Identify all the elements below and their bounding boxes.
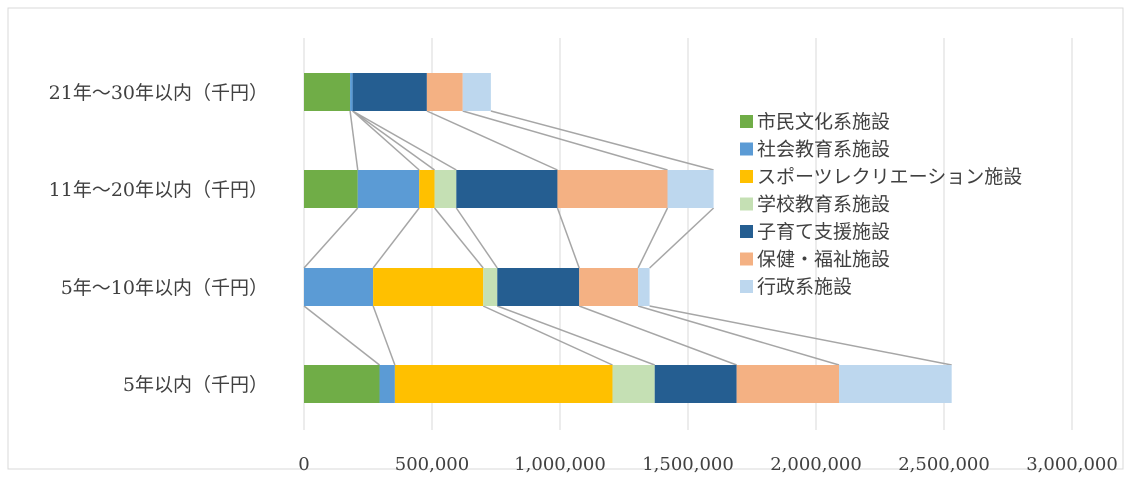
- series-line-3-3: [482, 305, 613, 366]
- legend-label-4: 学校教育系施設: [757, 194, 890, 216]
- series-line-6-3: [637, 305, 840, 366]
- bar-segment-6-row-3: [579, 268, 639, 306]
- x-tick-label: 2,000,000: [770, 454, 862, 475]
- bar-segment-2-row-1: [350, 73, 353, 111]
- legend-swatch-7: [740, 280, 753, 293]
- series-line-4-3: [497, 305, 655, 366]
- legend: 市民文化系施設社会教育系施設スポーツレクリエーション施設学校教育系施設子育て支援…: [740, 111, 1022, 298]
- series-line-5-3: [578, 305, 737, 366]
- legend-label-6: 保健・福祉施設: [757, 249, 890, 271]
- series-line-1-2: [303, 207, 359, 269]
- bar-segment-1-row-2: [304, 170, 358, 208]
- series-line-7-3: [649, 305, 952, 366]
- bar-segment-7-row-3: [638, 268, 650, 306]
- series-line-6-1: [462, 110, 668, 171]
- bar-segment-3-row-2: [419, 170, 435, 208]
- series-line-7-1: [490, 110, 714, 171]
- bar-segment-2-row-4: [379, 365, 395, 403]
- bar-segment-1-row-1: [304, 73, 351, 111]
- x-tick-labels: 0 500,000 1,000,000 1,500,000 2,000,000 2,500…: [298, 454, 1118, 475]
- category-label: 5年以内（千円）: [123, 374, 268, 396]
- legend-swatch-5: [740, 225, 753, 238]
- bar-segment-7-row-2: [667, 170, 714, 208]
- series-line-3-2: [433, 207, 484, 269]
- x-tick-label: 1,500,000: [642, 454, 734, 475]
- series-line-2-1: [352, 110, 420, 171]
- series-line-5-1: [426, 110, 558, 171]
- series-line-4-1: [352, 110, 457, 171]
- x-tick-label: 1,000,000: [514, 454, 606, 475]
- series-line-5-2: [556, 207, 580, 269]
- bar-segment-4-row-2: [434, 170, 457, 208]
- bar-segment-5-row-2: [456, 170, 558, 208]
- x-tick-label: 3,000,000: [1026, 454, 1118, 475]
- x-tick-label: 2,500,000: [898, 454, 990, 475]
- series-line-7-2: [649, 207, 715, 269]
- category-label: 5年～10年以内（千円）: [61, 277, 268, 299]
- bar-segment-2-row-3: [304, 268, 374, 306]
- series-lines: [303, 110, 952, 366]
- legend-swatch-2: [740, 142, 753, 156]
- category-labels: 21年～30年以内（千円） 11年～20年以内（千円） 5年～10年以内（千円） 5年…: [49, 82, 268, 396]
- bar-segment-5-row-3: [497, 268, 580, 306]
- bar-segment-5-row-1: [352, 73, 427, 111]
- legend-label-1: 市民文化系施設: [757, 111, 890, 133]
- bar-segment-3-row-3: [373, 268, 484, 306]
- series-line-1-3: [303, 305, 380, 366]
- series-line-2-2: [372, 207, 420, 269]
- bar-segment-6-row-4: [736, 365, 840, 403]
- bar-segment-4-row-3: [483, 268, 498, 306]
- bar-segment-5-row-4: [654, 365, 737, 403]
- legend-swatch-6: [740, 252, 753, 266]
- bar-segment-2-row-2: [357, 170, 420, 208]
- legend-swatch-1: [740, 115, 753, 128]
- bar-segment-3-row-4: [394, 365, 613, 403]
- legend-label-7: 行政系施設: [757, 276, 852, 298]
- legend-label-3: スポーツレクリエーション施設: [757, 166, 1022, 188]
- series-line-1-1: [349, 110, 359, 171]
- category-label: 21年～30年以内（千円）: [49, 82, 268, 104]
- legend-swatch-4: [740, 197, 753, 211]
- bar-segment-7-row-1: [462, 73, 491, 111]
- legend-label-2: 社会教育系施設: [757, 139, 890, 161]
- bar-segment-1-row-4: [304, 365, 380, 403]
- bar-segment-7-row-4: [839, 365, 952, 403]
- series-line-2-3: [372, 305, 396, 366]
- series-line-3-1: [352, 110, 435, 171]
- bar-segment-6-row-1: [426, 73, 463, 111]
- series-line-4-2: [455, 207, 498, 269]
- bar-segment-6-row-2: [557, 170, 668, 208]
- x-tick-label: 0: [298, 454, 309, 475]
- category-label: 11年～20年以内（千円）: [49, 179, 268, 201]
- series-line-6-2: [637, 207, 669, 269]
- legend-label-5: 子育て支援施設: [757, 221, 890, 243]
- bars: [304, 73, 952, 403]
- bar-segment-4-row-4: [612, 365, 655, 403]
- x-tick-label: 500,000: [395, 454, 469, 475]
- legend-swatch-3: [740, 170, 753, 183]
